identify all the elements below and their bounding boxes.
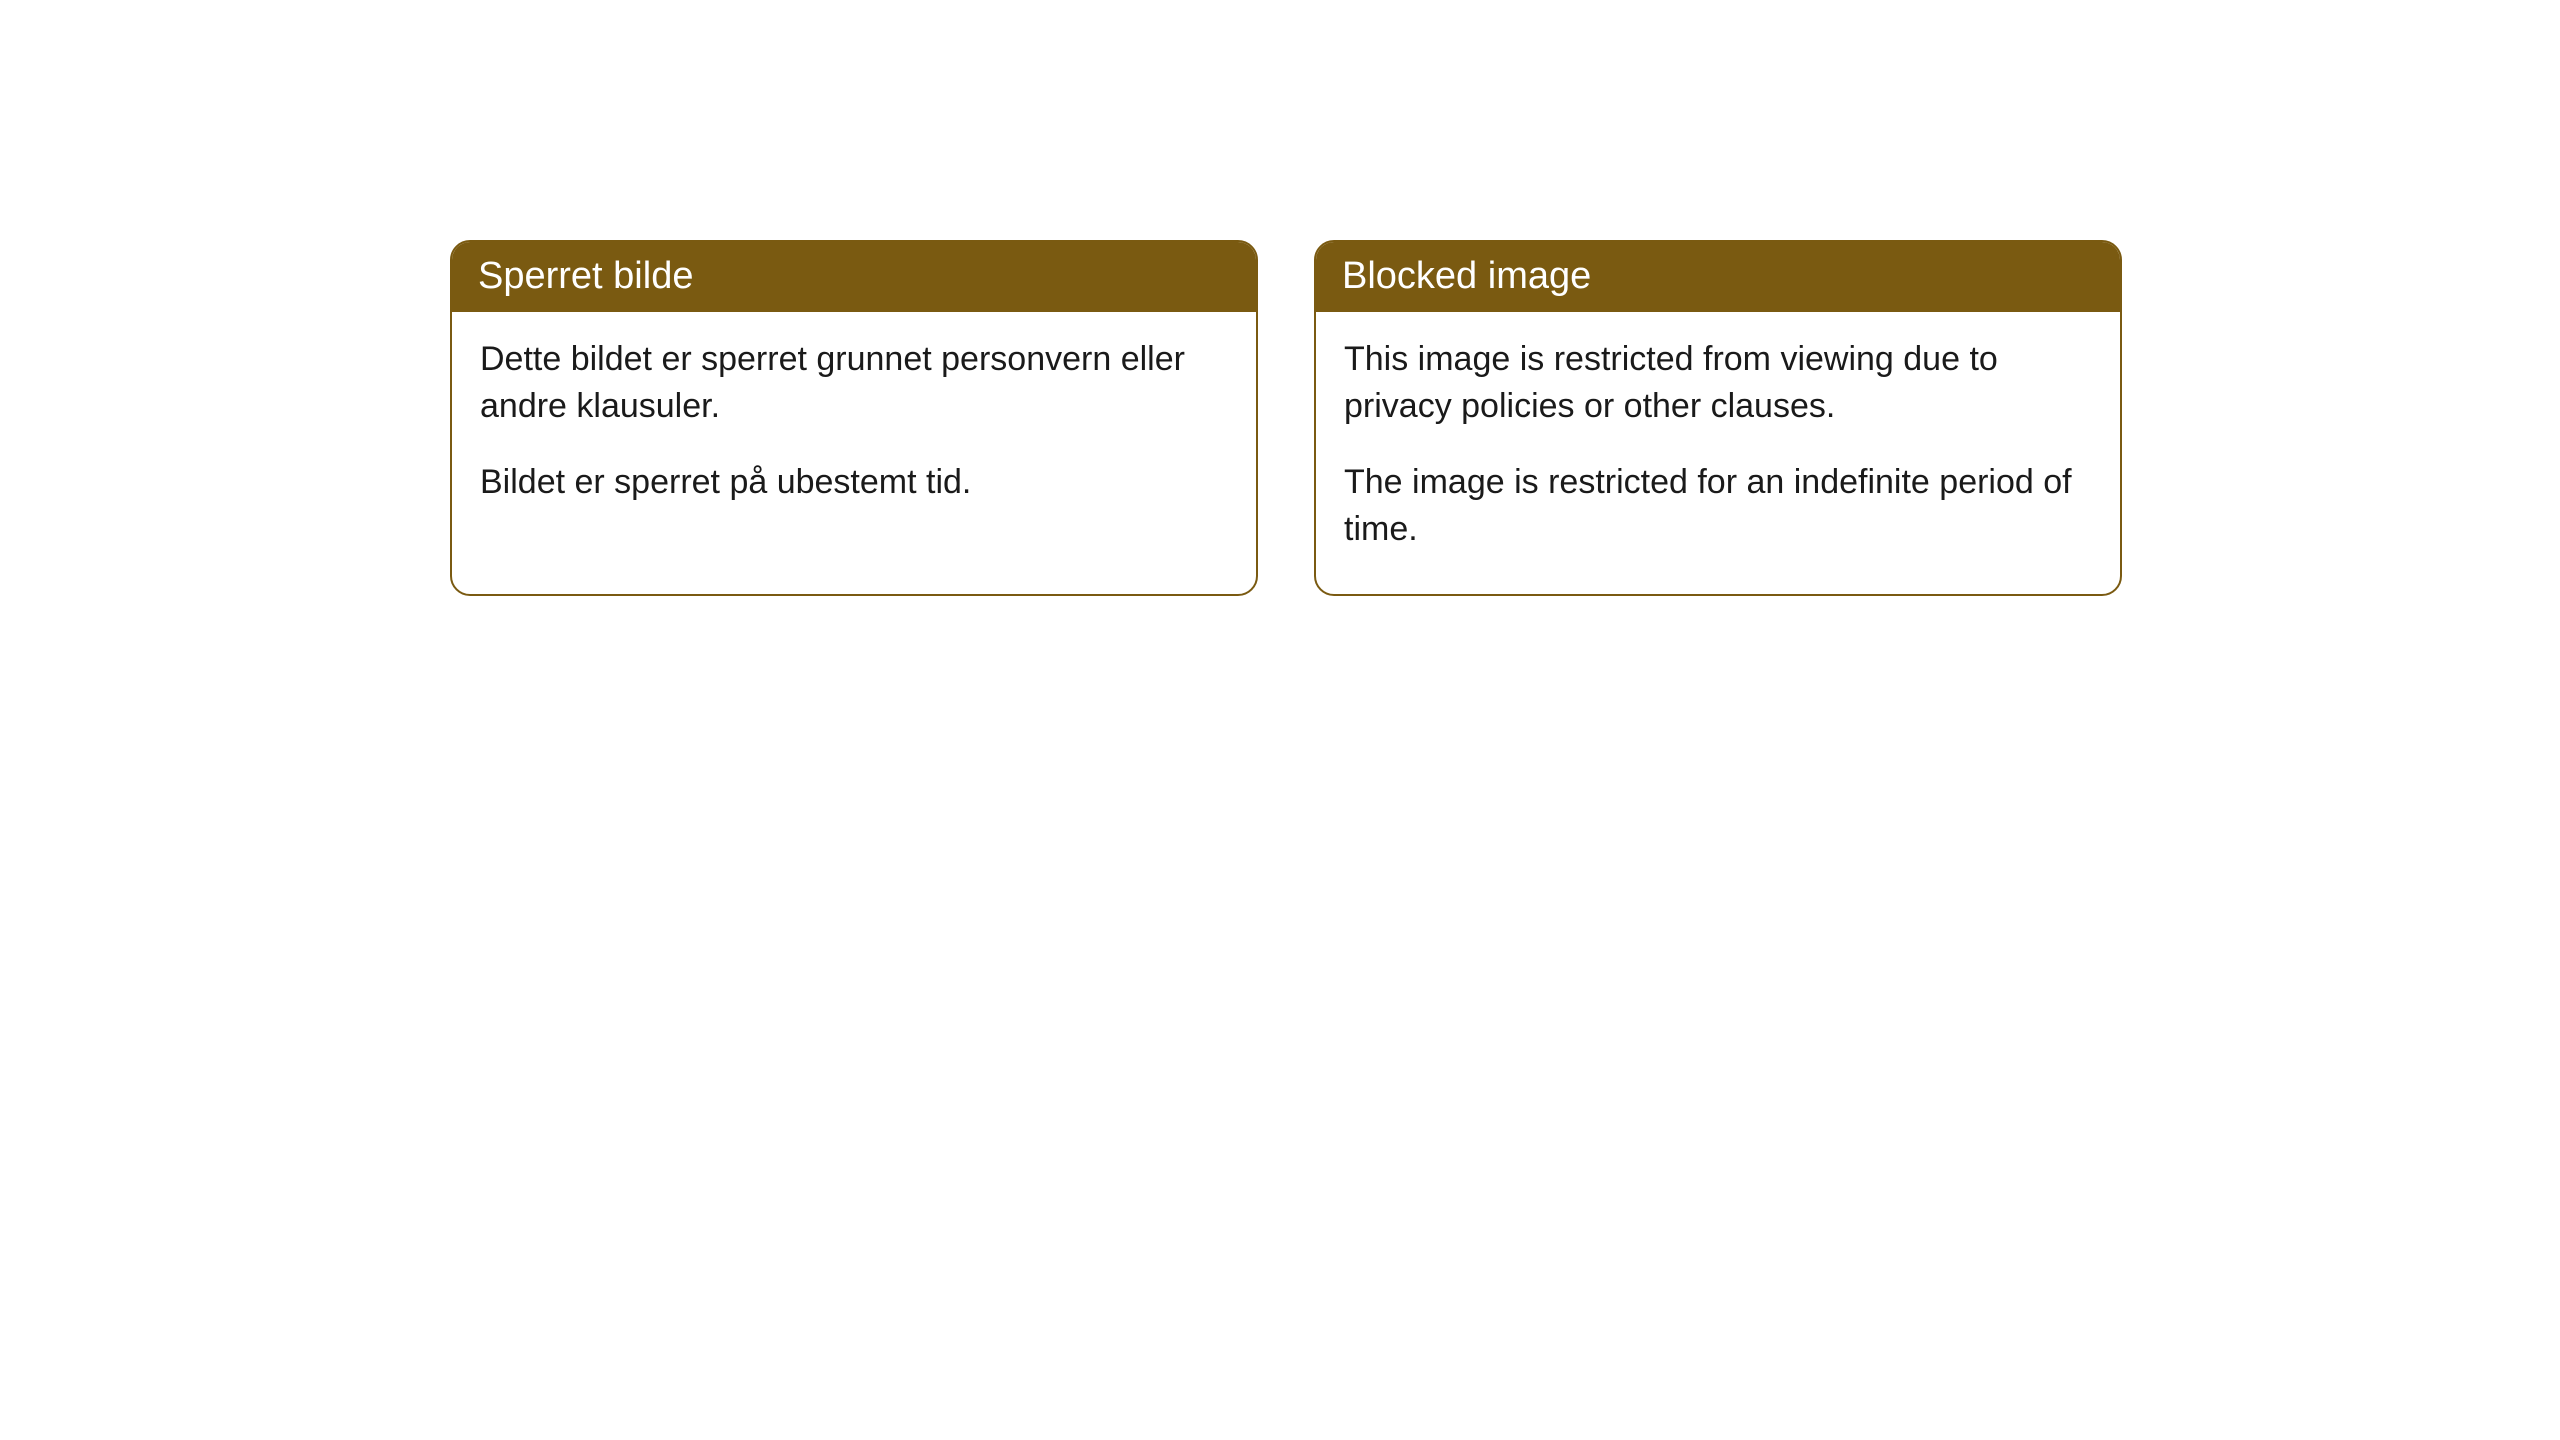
card-para2-no: Bildet er sperret på ubestemt tid. xyxy=(480,459,1228,507)
card-title-no: Sperret bilde xyxy=(452,242,1256,312)
card-body-no: Dette bildet er sperret grunnet personve… xyxy=(452,312,1256,547)
card-para1-no: Dette bildet er sperret grunnet personve… xyxy=(480,336,1228,431)
notice-container: Sperret bilde Dette bildet er sperret gr… xyxy=(0,0,2560,596)
blocked-image-card-no: Sperret bilde Dette bildet er sperret gr… xyxy=(450,240,1258,596)
blocked-image-card-en: Blocked image This image is restricted f… xyxy=(1314,240,2122,596)
card-body-en: This image is restricted from viewing du… xyxy=(1316,312,2120,594)
card-title-en: Blocked image xyxy=(1316,242,2120,312)
card-para1-en: This image is restricted from viewing du… xyxy=(1344,336,2092,431)
card-para2-en: The image is restricted for an indefinit… xyxy=(1344,459,2092,554)
